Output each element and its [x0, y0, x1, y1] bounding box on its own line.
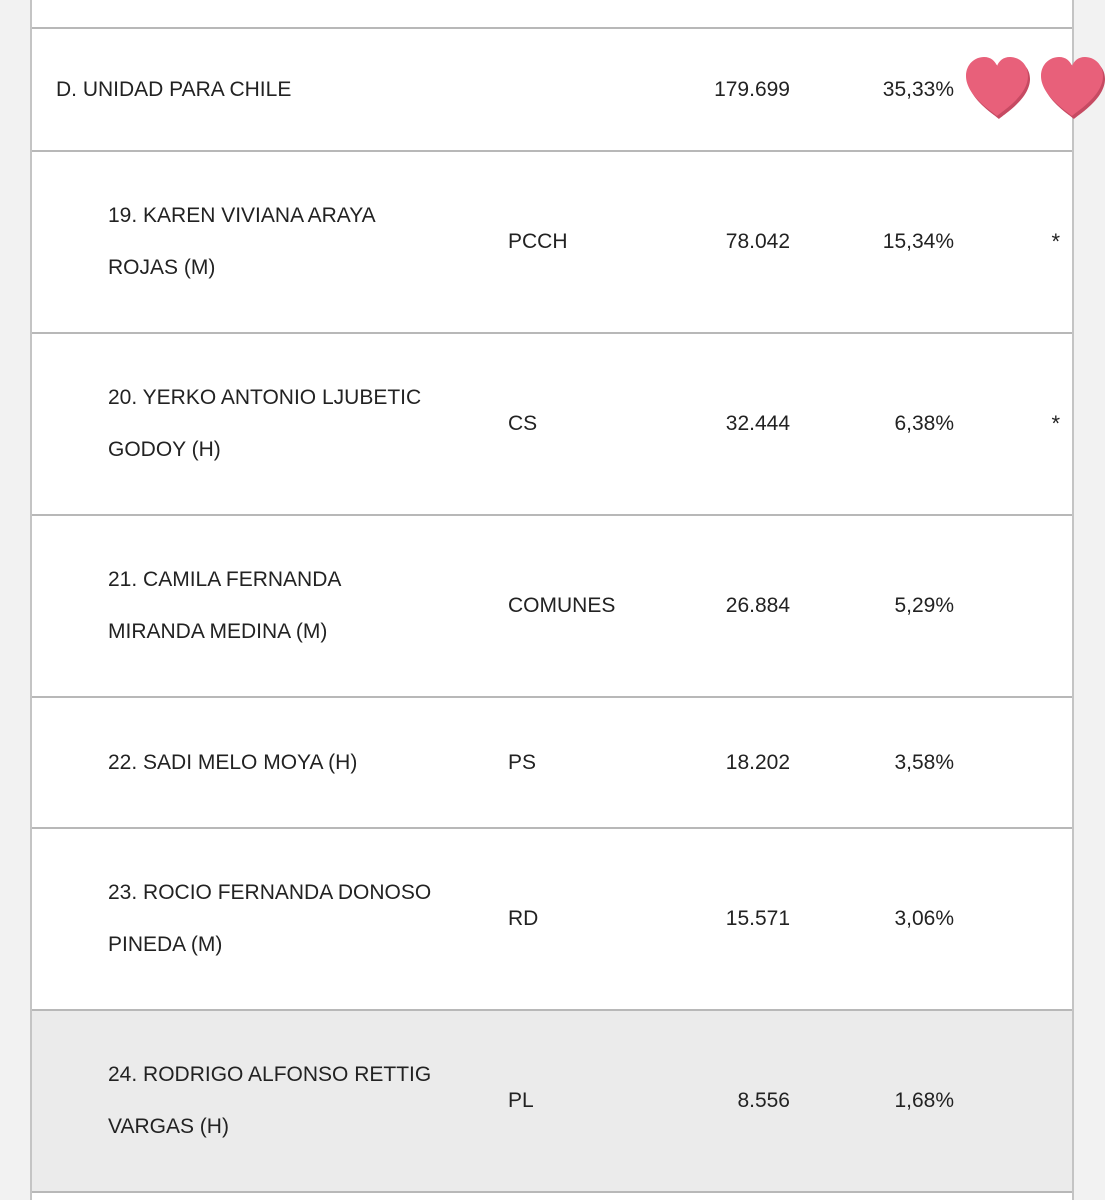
elected-mark: *: [1051, 411, 1060, 436]
candidate-votes: 8.556: [737, 1089, 790, 1112]
heart-icon: [1041, 57, 1105, 119]
candidate-votes: 15.571: [725, 907, 790, 930]
elected-mark: *: [1051, 229, 1060, 254]
candidate-percent: 6,38%: [894, 412, 954, 435]
coalition-votes: 179.699: [714, 77, 790, 101]
table-row: 22. SADI MELO MOYA (H) PS 18.202 3,58%: [32, 698, 1072, 829]
candidate-party: COMUNES: [508, 594, 616, 617]
table-row-previous: [32, 0, 1072, 29]
table-row-next: [32, 1193, 1072, 1200]
table-row: 20. YERKO ANTONIO LJUBETIC GODOY (H) CS …: [32, 334, 1072, 516]
candidate-name: 21. CAMILA FERNANDA MIRANDA MEDINA (M): [108, 568, 341, 643]
coalition-row: D. UNIDAD PARA CHILE 179.699 35,33%: [32, 29, 1072, 152]
candidate-party: PL: [508, 1089, 534, 1112]
candidate-party: RD: [508, 907, 539, 930]
candidate-percent: 1,68%: [894, 1089, 954, 1112]
candidate-name: 20. YERKO ANTONIO LJUBETIC GODOY (H): [108, 386, 422, 461]
candidate-percent: 5,29%: [894, 594, 954, 617]
candidate-name: 22. SADI MELO MOYA (H): [108, 750, 358, 774]
candidate-name: 24. RODRIGO ALFONSO RETTIG VARGAS (H): [108, 1063, 432, 1138]
candidate-votes: 26.884: [725, 594, 790, 617]
candidate-votes: 32.444: [725, 412, 790, 435]
candidate-name: 19. KAREN VIVIANA ARAYA ROJAS (M): [108, 204, 375, 279]
candidate-party: PS: [508, 750, 537, 774]
candidate-name: 23. ROCIO FERNANDA DONOSO PINEDA (M): [108, 881, 432, 956]
coalition-percent: 35,33%: [882, 77, 954, 101]
candidate-votes: 78.042: [725, 230, 790, 253]
candidate-percent: 15,34%: [882, 230, 954, 253]
results-table: D. UNIDAD PARA CHILE 179.699 35,33% 19. …: [30, 0, 1074, 1200]
candidate-percent: 3,06%: [894, 907, 954, 930]
candidate-party: PCCH: [508, 230, 568, 253]
table-row-highlighted: 24. RODRIGO ALFONSO RETTIG VARGAS (H) PL…: [32, 1011, 1072, 1193]
heart-icon: [966, 57, 1030, 119]
candidate-party: CS: [508, 412, 538, 435]
table-row: 19. KAREN VIVIANA ARAYA ROJAS (M) PCCH 7…: [32, 152, 1072, 334]
table-row: 21. CAMILA FERNANDA MIRANDA MEDINA (M) C…: [32, 516, 1072, 698]
candidate-votes: 18.202: [725, 750, 790, 774]
candidate-percent: 3,58%: [894, 750, 954, 774]
heart-stickers: [962, 52, 1105, 124]
table-row: 23. ROCIO FERNANDA DONOSO PINEDA (M) RD …: [32, 829, 1072, 1011]
coalition-name: D. UNIDAD PARA CHILE: [56, 77, 292, 101]
